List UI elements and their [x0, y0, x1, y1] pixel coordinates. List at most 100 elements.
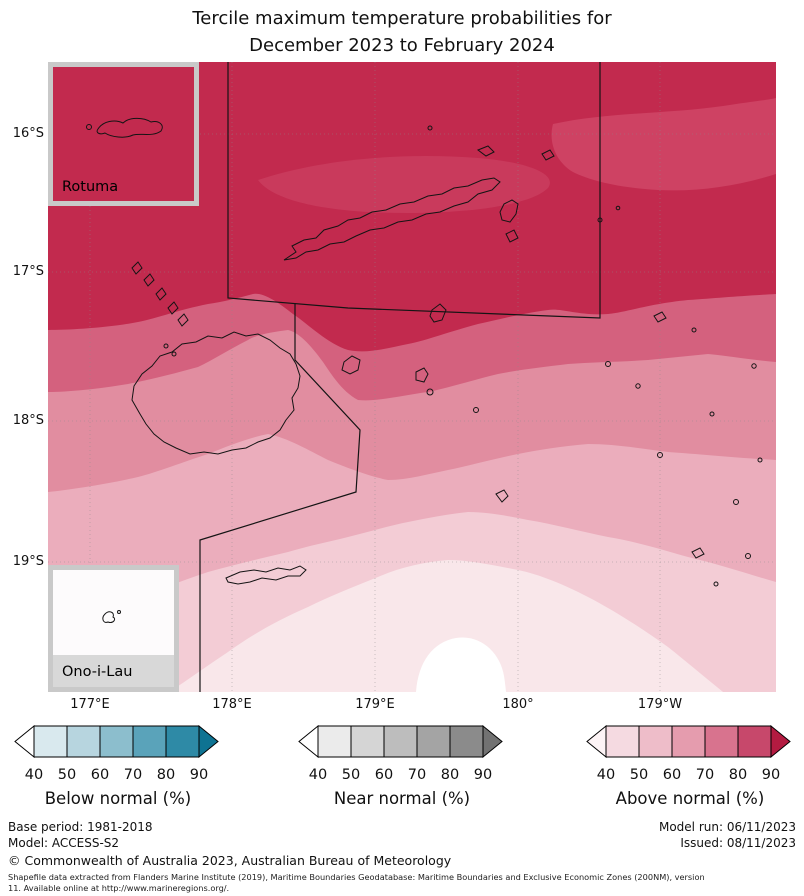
- legend-title: Near normal (%): [333, 789, 471, 808]
- island-ono-i-lau: [102, 611, 116, 623]
- legend-tick: 60: [90, 767, 110, 783]
- island-kadavu: [225, 565, 307, 585]
- lon-label-179w: 179°W: [637, 697, 683, 712]
- rotuma-inset-map: [86, 117, 163, 138]
- legend-box: [99, 725, 134, 758]
- legend-colorbar: [298, 724, 503, 759]
- legend-box: [350, 725, 385, 758]
- island-lau: [713, 581, 719, 587]
- legend-colorbar: [14, 724, 219, 759]
- prob-region-white: [416, 637, 506, 692]
- page-title-line2: December 2023 to February 2024: [249, 35, 555, 56]
- legend-tick: 90: [473, 767, 493, 783]
- island-viti-levu: [131, 331, 301, 455]
- legend-box: [737, 725, 772, 758]
- island-ono-i-lau-islet: [117, 610, 121, 614]
- legend-tick: 70: [695, 767, 715, 783]
- island-koro: [429, 303, 447, 323]
- island-lau: [709, 411, 715, 417]
- model-run-text: Model run: 06/11/2023: [658, 820, 796, 834]
- legend-box: [66, 725, 101, 758]
- shapefile-attribution-line2: 11. Available online at http://www.marin…: [8, 882, 230, 893]
- base-period-text: Base period: 1981-2018: [8, 820, 153, 834]
- copyright-text: © Commonwealth of Australia 2023, Austra…: [8, 853, 452, 868]
- island-small: [426, 388, 434, 396]
- page-title-line1: Tercile maximum temperature probabilitie…: [192, 8, 612, 29]
- lon-label-178e: 178°E: [212, 697, 252, 712]
- island-yasawa: [177, 313, 189, 327]
- rotuma-inset: Rotuma: [48, 62, 199, 206]
- island-lau: [733, 499, 739, 505]
- island-yasawa: [155, 287, 167, 301]
- legend-tip-low: [586, 724, 607, 759]
- island-mamanuca: [171, 351, 177, 357]
- legend-colorbar: [586, 724, 791, 759]
- legend-title: Below normal (%): [44, 789, 192, 808]
- legend-tick: 60: [374, 767, 394, 783]
- legend-box: [671, 725, 706, 758]
- lon-label-180: 180°: [502, 697, 534, 712]
- legend-tick: 50: [57, 767, 77, 783]
- prob-band-topcenter: [258, 156, 550, 213]
- legend-tick: 50: [629, 767, 649, 783]
- ono-i-lau-inset: Ono-i-Lau: [48, 565, 179, 692]
- island-yasawa: [131, 261, 143, 275]
- island-rotuma: [96, 117, 163, 138]
- island-small: [476, 145, 495, 157]
- island-mamanuca: [163, 343, 169, 349]
- lat-label-19s: 19°S: [12, 554, 44, 569]
- ono-i-lau-inset-map: [102, 610, 121, 623]
- island-small: [473, 407, 479, 413]
- legend-tick: 90: [189, 767, 209, 783]
- legend-tick: 70: [123, 767, 143, 783]
- island-cikobia: [427, 125, 433, 131]
- island-small: [495, 489, 509, 503]
- island-lau: [757, 457, 763, 463]
- map-canvas: [48, 62, 776, 692]
- legend-below-normal: 40 50 60 70 80 90 Below normal (%): [12, 724, 224, 808]
- legend-box: [638, 725, 673, 758]
- legend-tick: 40: [24, 767, 44, 783]
- island-ovalau: [341, 355, 361, 375]
- legend-box: [449, 725, 484, 758]
- lat-label-16s: 16°S: [12, 126, 44, 141]
- island-lau: [605, 361, 611, 367]
- lon-label-177e: 177°E: [70, 697, 110, 712]
- model-text: Model: ACCESS-S2: [8, 836, 120, 850]
- island-yasawa: [143, 273, 155, 287]
- legend-tip-low: [298, 724, 319, 759]
- legend-box: [132, 725, 167, 758]
- legend-tick: 80: [728, 767, 748, 783]
- legend-near-normal: 40 50 60 70 80 90 Near normal (%): [296, 724, 508, 808]
- eez-boundaries: [199, 62, 601, 692]
- legend-tick: 80: [156, 767, 176, 783]
- legend-above-normal: 40 50 60 70 80 90 Above normal (%): [584, 724, 796, 808]
- legend-tick-labels: 40 50 60 70 80 90: [584, 767, 796, 786]
- island-lau: [751, 363, 757, 369]
- map-area: Rotuma Ono-i-Lau: [48, 62, 776, 692]
- island-gau: [415, 367, 429, 383]
- island-small: [541, 149, 555, 161]
- ono-i-lau-inset-label: Ono-i-Lau: [62, 664, 133, 680]
- legend-tick: 70: [407, 767, 427, 783]
- legend-tip-high: [770, 724, 791, 759]
- island-lau: [635, 383, 641, 389]
- fiji-coastlines: [131, 125, 763, 587]
- island-taveuni: [499, 199, 519, 223]
- prob-band-80-90-topright: [551, 98, 776, 191]
- island-lau: [745, 553, 751, 559]
- issued-text: Issued: 08/11/2023: [680, 836, 796, 850]
- island-ringgold: [597, 217, 603, 223]
- lon-label-179e: 179°E: [355, 697, 395, 712]
- page-title: Tercile maximum temperature probabilitie…: [0, 5, 804, 59]
- legend-tick: 60: [662, 767, 682, 783]
- legend-tick: 80: [440, 767, 460, 783]
- legend-tick-labels: 40 50 60 70 80 90: [12, 767, 224, 786]
- island-rabi: [505, 229, 519, 243]
- legend-box: [33, 725, 68, 758]
- legend-tick: 50: [341, 767, 361, 783]
- ono-i-lau-label-strip: Ono-i-Lau: [53, 655, 174, 687]
- legend-box: [605, 725, 640, 758]
- legend-box: [165, 725, 200, 758]
